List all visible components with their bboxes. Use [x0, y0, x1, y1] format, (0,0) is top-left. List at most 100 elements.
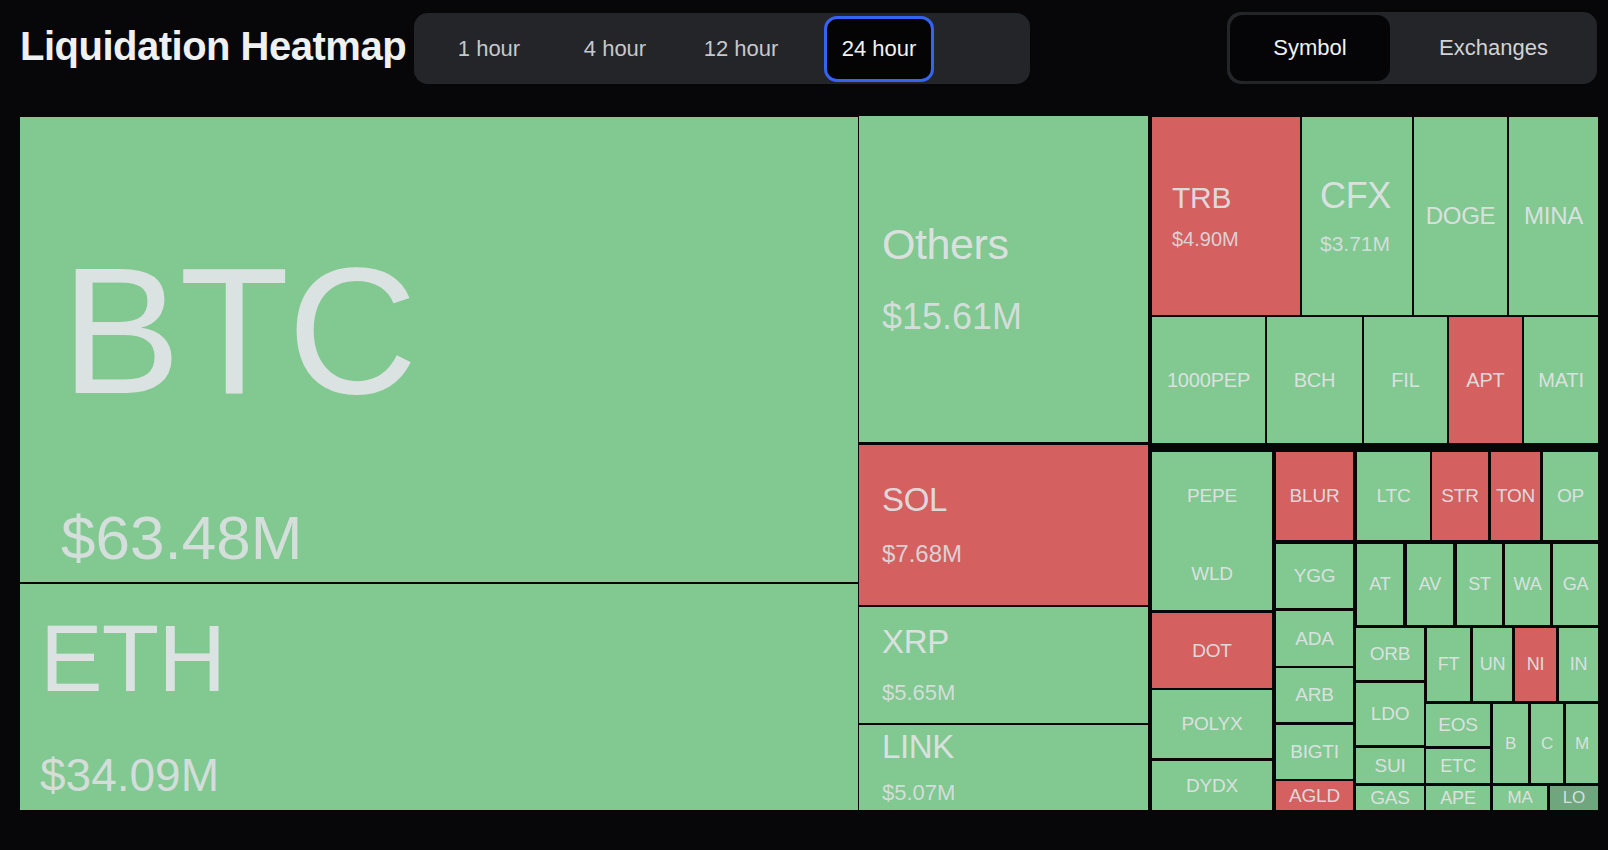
treemap-block-cfx[interactable]: CFX $3.71M — [1302, 117, 1412, 315]
treemap-block-un[interactable]: UN — [1473, 628, 1512, 701]
treemap-block-op[interactable]: OP — [1543, 452, 1598, 540]
block-symbol: LO — [1563, 789, 1585, 807]
treemap-block-mina[interactable]: MINA — [1509, 117, 1598, 315]
block-symbol: GA — [1563, 575, 1589, 594]
block-symbol: ETH — [40, 610, 225, 708]
block-symbol: ARB — [1295, 685, 1334, 705]
block-value: $63.48M — [61, 504, 302, 572]
treemap-block-ton[interactable]: TON — [1491, 452, 1540, 540]
page-title: Liquidation Heatmap — [20, 24, 406, 69]
treemap-block-bch[interactable]: BCH — [1267, 317, 1362, 443]
block-symbol: LINK — [882, 730, 954, 764]
block-symbol: PEPE — [1187, 486, 1237, 506]
liquidation-treemap: BTC$63.48M ETH $34.09M Others$15.61MSOL$7.6… — [20, 116, 1598, 810]
period-tab-12-hour[interactable]: 12 hour — [678, 36, 804, 62]
treemap-block-wa[interactable]: WA — [1505, 544, 1550, 625]
period-tab-24-hour[interactable]: 24 hour — [824, 16, 934, 82]
block-symbol: TON — [1496, 486, 1535, 506]
block-symbol: TRB — [1172, 182, 1231, 213]
block-symbol: WLD — [1191, 564, 1233, 584]
treemap-block-at[interactable]: AT — [1357, 544, 1403, 625]
block-symbol: YGG — [1294, 566, 1336, 586]
treemap-block-trb[interactable]: TRB $4.90M — [1152, 117, 1300, 315]
block-symbol: MA — [1507, 789, 1532, 807]
treemap-block-str[interactable]: STR — [1432, 452, 1488, 540]
treemap-block-link[interactable]: LINK$5.07M — [859, 725, 1148, 810]
block-value: $4.90M — [1172, 228, 1239, 250]
block-symbol: BIGTI — [1290, 742, 1339, 762]
block-symbol: MATI — [1538, 370, 1584, 391]
period-tab-group: 1 hour4 hour12 hour 24 hour — [414, 13, 1030, 84]
treemap-block-xrp[interactable]: XRP $5.65M — [859, 607, 1148, 723]
treemap-block-1000pep[interactable]: 1000PEP — [1152, 317, 1265, 443]
treemap-block-arb[interactable]: ARB — [1276, 668, 1353, 722]
treemap-block-b[interactable]: B — [1493, 704, 1528, 783]
block-symbol: CFX — [1320, 177, 1391, 214]
period-tab-1-hour[interactable]: 1 hour — [426, 36, 552, 62]
treemap-block-others[interactable]: Others$15.61M — [859, 116, 1148, 442]
block-symbol: OP — [1557, 486, 1584, 506]
treemap-block-in[interactable]: IN — [1559, 628, 1598, 701]
treemap-block-c[interactable]: C — [1531, 704, 1563, 783]
treemap-block-st[interactable]: ST — [1457, 544, 1502, 625]
block-symbol: ST — [1468, 575, 1491, 594]
block-value: $34.09M — [40, 750, 219, 801]
treemap-block-sui[interactable]: SUI — [1356, 748, 1424, 783]
treemap-block-gas[interactable]: GAS — [1356, 786, 1424, 810]
block-symbol: XRP — [882, 625, 949, 659]
treemap-block-etc[interactable]: ETC — [1426, 749, 1490, 783]
block-symbol: LTC — [1377, 486, 1411, 506]
treemap-block-ldo[interactable]: LDO — [1356, 683, 1424, 745]
treemap-block-eth[interactable]: ETH $34.09M — [20, 584, 858, 810]
block-value: $3.71M — [1320, 232, 1390, 255]
block-symbol: ADA — [1295, 629, 1334, 649]
treemap-block-dot[interactable]: DOT — [1152, 613, 1272, 688]
treemap-block-polyx[interactable]: POLYX — [1152, 690, 1272, 758]
treemap-block-bigti[interactable]: BIGTI — [1276, 725, 1353, 779]
treemap-block-blur[interactable]: BLUR — [1276, 452, 1353, 540]
block-value: $15.61M — [882, 297, 1022, 337]
period-tab-4-hour[interactable]: 4 hour — [552, 36, 678, 62]
treemap-block-ma[interactable]: MA — [1493, 786, 1547, 810]
block-symbol: BCH — [1294, 370, 1336, 391]
treemap-block-btc[interactable]: BTC$63.48M — [20, 117, 858, 582]
treemap-block-sol[interactable]: SOL$7.68M — [859, 445, 1148, 605]
view-toggle-exchanges[interactable]: Exchanges — [1390, 35, 1597, 61]
treemap-block-orb[interactable]: ORB — [1356, 628, 1424, 680]
block-symbol: POLYX — [1181, 714, 1242, 734]
block-symbol: UN — [1480, 655, 1506, 674]
treemap-block-agld[interactable]: AGLD — [1276, 781, 1353, 810]
treemap-block-lo[interactable]: LO — [1550, 786, 1598, 810]
treemap-block-ni[interactable]: NI — [1515, 628, 1556, 701]
treemap-block-ft[interactable]: FT — [1427, 628, 1470, 701]
block-symbol: BLUR — [1290, 486, 1340, 506]
treemap-block-ltc[interactable]: LTC — [1357, 452, 1430, 540]
treemap-block-fil[interactable]: FIL — [1364, 317, 1447, 443]
treemap-block-av[interactable]: AV — [1407, 544, 1453, 625]
treemap-block-dydx[interactable]: DYDX — [1152, 761, 1272, 810]
treemap-block-ape[interactable]: APE — [1426, 786, 1490, 810]
block-symbol: DOGE — [1426, 204, 1496, 229]
treemap-block-eos[interactable]: EOS — [1426, 704, 1490, 746]
block-symbol: MINA — [1524, 204, 1583, 229]
block-symbol: SUI — [1374, 756, 1405, 776]
treemap-block-apt[interactable]: APT — [1449, 317, 1522, 443]
block-symbol: FT — [1438, 655, 1460, 674]
block-symbol: DYDX — [1186, 776, 1238, 796]
treemap-block-doge[interactable]: DOGE — [1414, 117, 1507, 315]
view-toggle-group: SymbolExchanges — [1227, 12, 1597, 84]
treemap-block-ga[interactable]: GA — [1553, 544, 1598, 625]
treemap-block-pepe[interactable]: PEPE — [1152, 452, 1272, 540]
treemap-block-mati[interactable]: MATI — [1524, 317, 1598, 443]
block-symbol: FIL — [1391, 370, 1419, 391]
treemap-block-ygg[interactable]: YGG — [1276, 544, 1353, 608]
treemap-block-wld[interactable]: WLD — [1152, 537, 1272, 610]
block-value: $7.68M — [882, 541, 962, 567]
block-symbol: WA — [1514, 575, 1542, 594]
block-value: $5.65M — [882, 681, 955, 705]
view-toggle-symbol[interactable]: Symbol — [1230, 15, 1390, 81]
block-symbol: GAS — [1370, 788, 1410, 808]
treemap-block-ada[interactable]: ADA — [1276, 611, 1353, 666]
treemap-block-m[interactable]: M — [1566, 704, 1598, 783]
block-symbol: AGLD — [1289, 786, 1340, 806]
